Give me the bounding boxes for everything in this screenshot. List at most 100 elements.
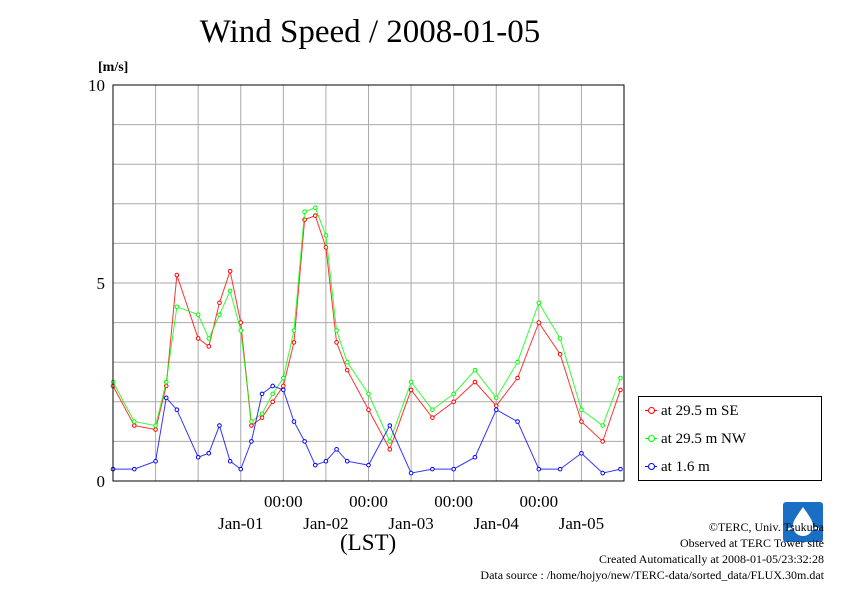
data-point-1	[270, 391, 275, 397]
data-point-1	[472, 367, 478, 373]
data-point-0	[344, 367, 350, 373]
data-point-0	[579, 419, 584, 424]
data-point-0	[131, 423, 137, 428]
data-point-1	[174, 304, 180, 310]
data-point-0	[291, 340, 297, 345]
data-point-1	[344, 359, 350, 365]
data-point-2	[387, 423, 393, 428]
x-time-tick-label: 00:00	[434, 492, 473, 511]
data-point-2	[302, 439, 307, 444]
data-point-1	[493, 395, 499, 401]
data-point-2	[238, 466, 244, 472]
data-point-2	[579, 450, 584, 456]
data-point-0	[153, 427, 158, 432]
data-point-1	[206, 336, 212, 341]
data-point-0	[430, 415, 435, 420]
data-point-2	[153, 458, 158, 464]
x-time-tick-label: 00:00	[264, 492, 303, 511]
data-point-2	[312, 462, 318, 468]
data-point-2	[163, 395, 169, 401]
data-point-0	[366, 407, 371, 413]
data-point-2	[174, 407, 180, 413]
legend-item-1-6m: at 1.6 m	[645, 457, 710, 477]
data-point-0	[472, 379, 478, 385]
data-point-2	[618, 466, 623, 472]
data-point-0	[281, 383, 286, 389]
data-point-2	[323, 458, 329, 464]
legend-item-nw: at 29.5 m NW	[645, 429, 746, 449]
data-point-1	[387, 439, 393, 444]
data-point-0	[238, 320, 244, 325]
data-point-1	[131, 419, 137, 424]
observed-text: Observed at TERC Tower site	[679, 536, 824, 550]
data-point-1	[249, 419, 254, 424]
y-tick-label: 0	[97, 472, 106, 491]
legend-marker-nw	[645, 434, 657, 444]
data-point-2	[281, 387, 286, 393]
x-date-tick-label: Jan-03	[388, 514, 433, 533]
data-point-1	[312, 205, 318, 211]
data-point-0	[217, 300, 222, 306]
data-point-1	[163, 379, 169, 385]
data-point-0	[536, 320, 542, 325]
data-point-2	[270, 383, 275, 389]
created-text: Created Automatically at 2008-01-05/23:3…	[599, 552, 824, 566]
data-point-1	[334, 328, 339, 333]
data-source-text: Data source : /home/hojyo/new/TERC-data/…	[480, 568, 824, 582]
data-point-2	[515, 419, 520, 424]
data-point-2	[249, 439, 254, 444]
data-point-0	[206, 344, 212, 349]
data-point-0	[493, 403, 499, 409]
x-date-tick-label: Jan-04	[474, 514, 520, 533]
series-layer	[110, 205, 623, 476]
data-point-1	[195, 312, 201, 317]
copyright-text: ©TERC, Univ. Tsukuba	[708, 520, 824, 534]
data-point-2	[206, 450, 212, 456]
data-point-0	[270, 399, 275, 405]
data-point-1	[579, 407, 584, 413]
data-point-0	[334, 340, 339, 345]
data-point-1	[366, 391, 371, 397]
y-axis-unit-label: [m/s]	[98, 60, 128, 75]
plot-frame	[112, 84, 625, 482]
legend-item-se: at 29.5 m SE	[645, 401, 739, 421]
data-point-0	[451, 399, 456, 405]
data-point-1	[618, 375, 623, 381]
data-point-0	[174, 272, 180, 278]
data-point-2	[344, 458, 350, 464]
data-point-2	[217, 423, 222, 428]
legend-marker-se	[645, 406, 657, 416]
data-point-0	[618, 387, 623, 393]
data-point-1	[281, 375, 286, 381]
legend-label-se: at 29.5 m SE	[661, 402, 739, 419]
data-point-1	[153, 423, 158, 428]
data-point-1	[536, 300, 542, 306]
legend-label-1-6m: at 1.6 m	[661, 458, 710, 475]
y-tick-label: 5	[97, 274, 106, 293]
data-point-1	[227, 288, 233, 294]
series-line-0	[112, 215, 621, 451]
data-point-1	[217, 312, 222, 317]
data-point-2	[291, 419, 297, 424]
legend: at 29.5 m SE at 29.5 m NW at 1.6 m	[638, 396, 822, 481]
data-point-0	[387, 447, 393, 452]
data-point-0	[195, 336, 201, 341]
legend-label-nw: at 29.5 m NW	[661, 430, 746, 447]
data-point-1	[430, 407, 435, 413]
data-point-0	[249, 423, 254, 428]
footer-credits: ©TERC, Univ. Tsukuba Observed at TERC To…	[480, 519, 824, 583]
data-point-0	[515, 375, 520, 381]
data-point-2	[430, 466, 435, 472]
data-point-2	[472, 454, 478, 460]
data-point-2	[493, 407, 499, 413]
data-point-1	[238, 328, 244, 333]
data-point-2	[451, 466, 456, 472]
data-point-1	[600, 423, 606, 428]
data-point-2	[557, 466, 563, 472]
data-point-1	[451, 391, 456, 397]
data-point-2	[131, 466, 137, 472]
data-point-1	[557, 336, 563, 341]
data-point-1	[302, 209, 307, 215]
